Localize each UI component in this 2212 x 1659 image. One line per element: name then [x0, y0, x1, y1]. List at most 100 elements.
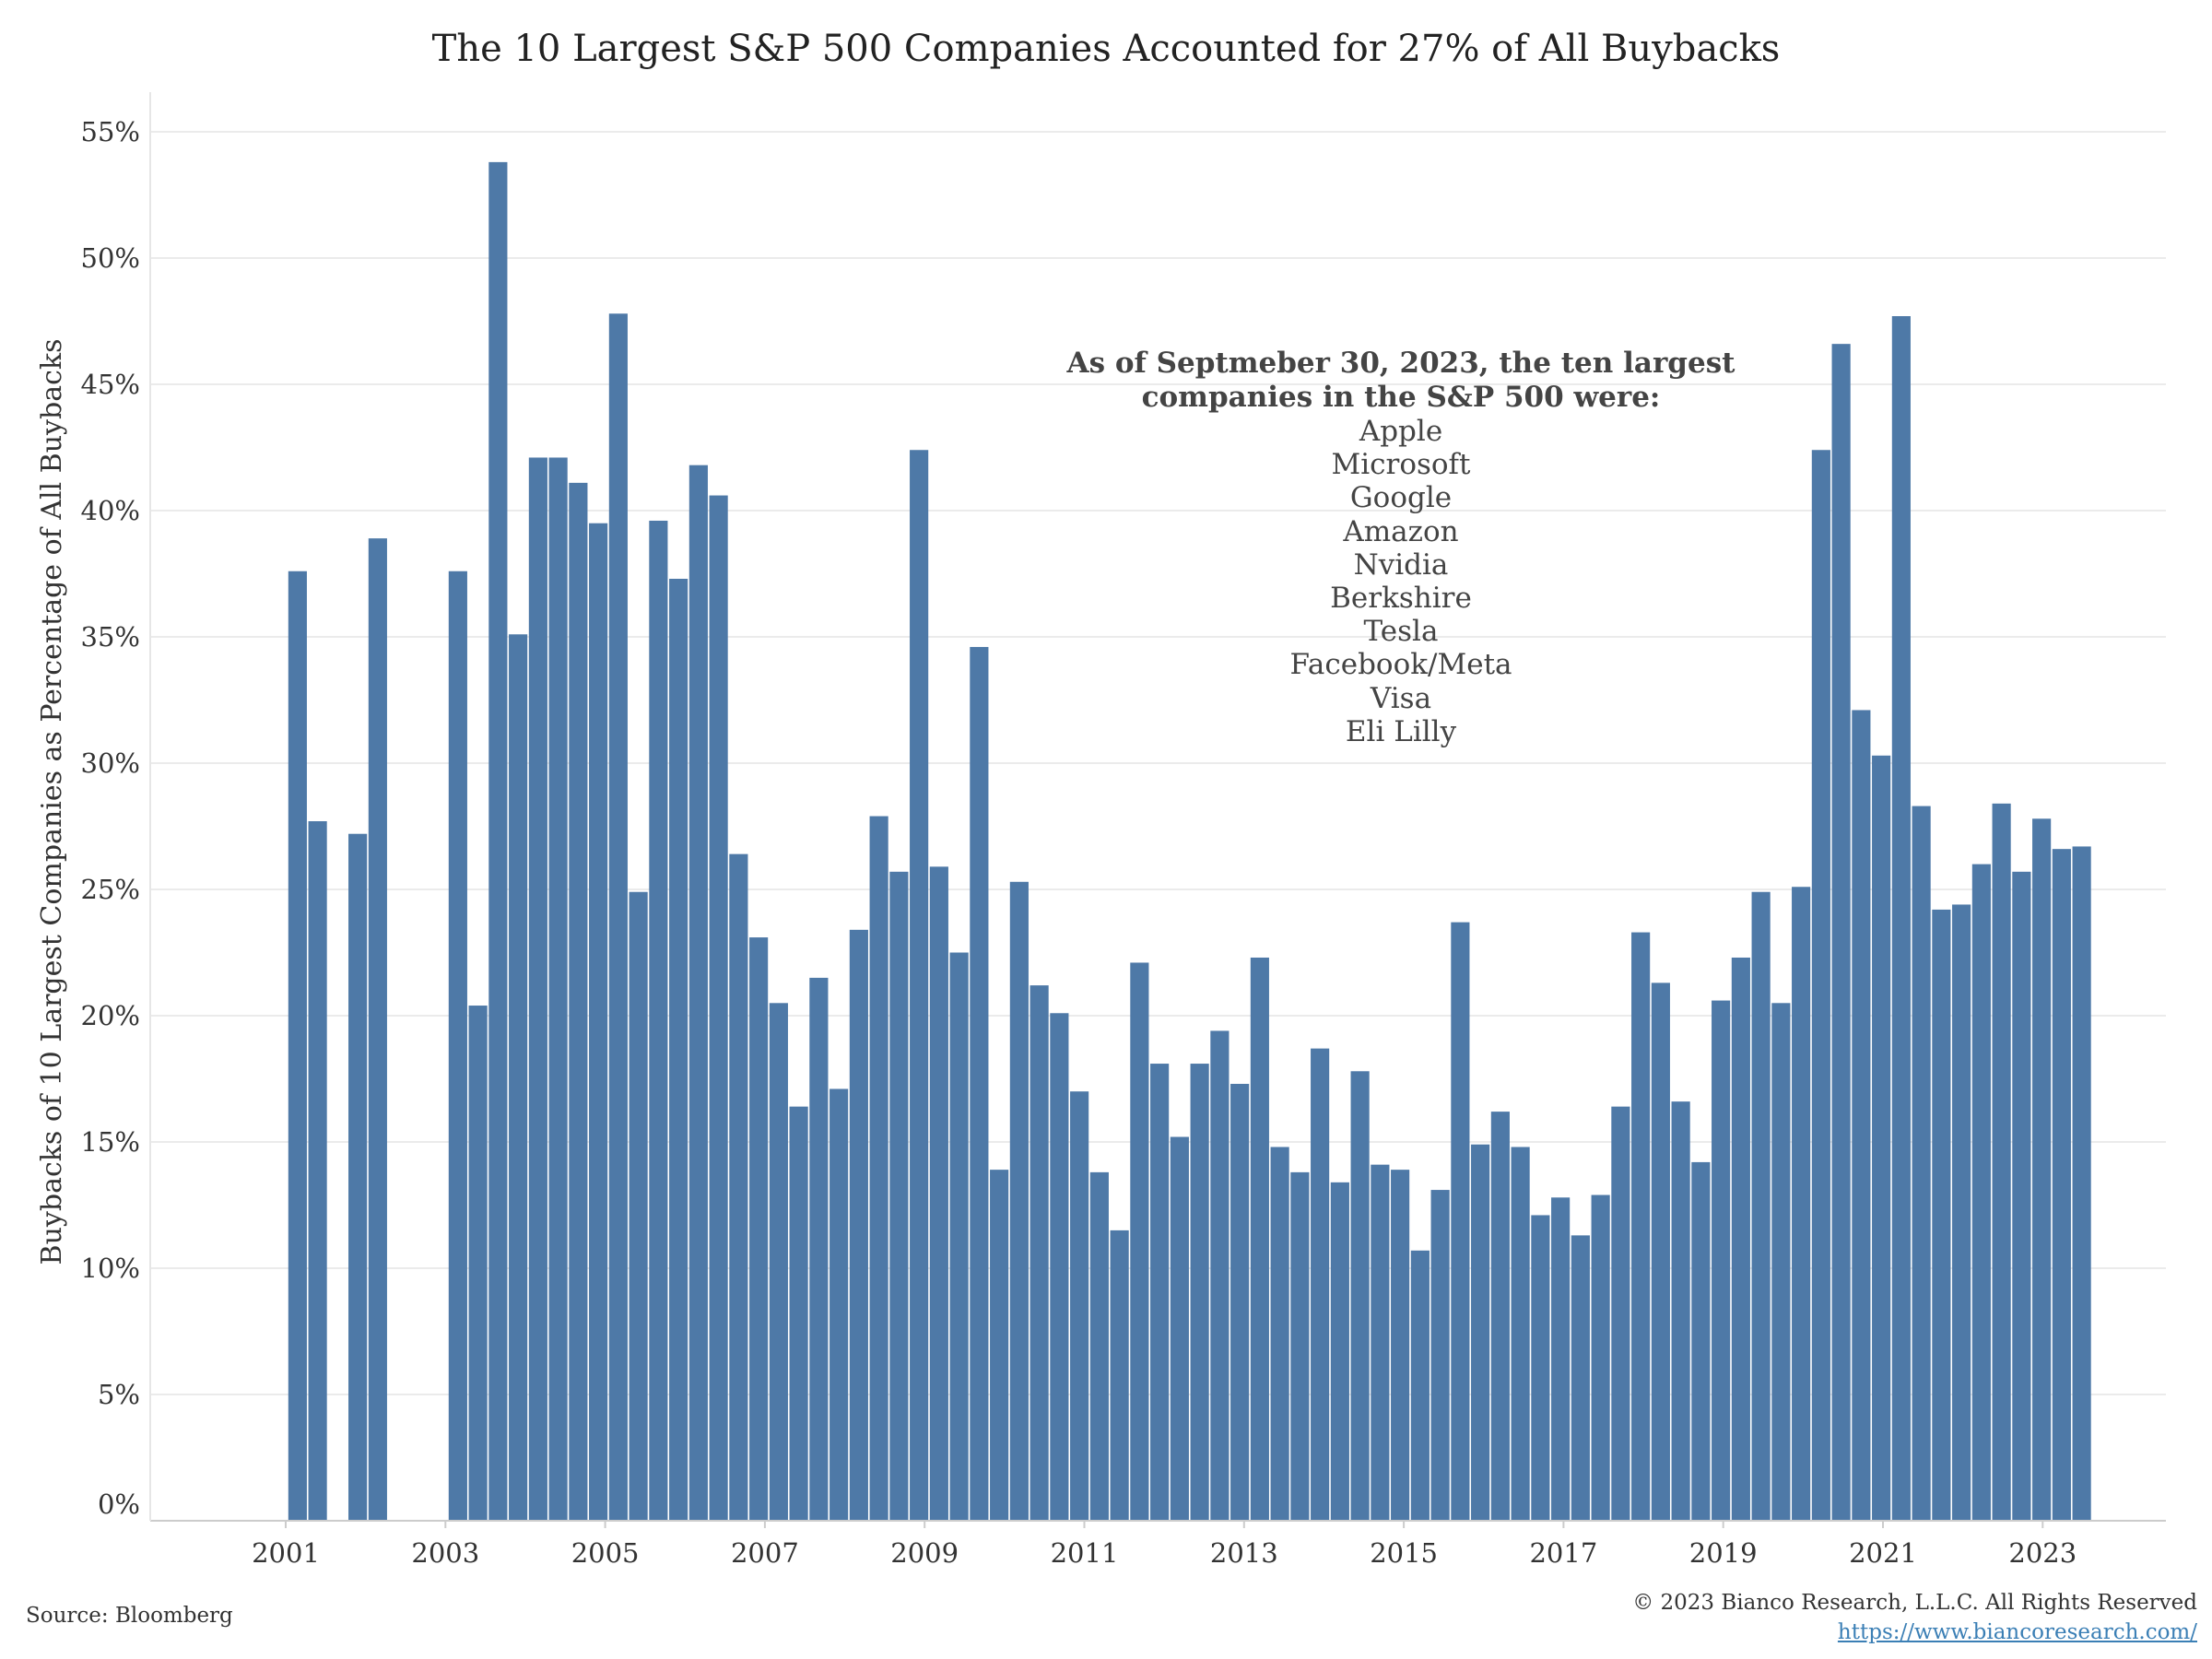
bar	[468, 1006, 488, 1521]
bar	[1852, 710, 1871, 1521]
bar	[288, 571, 307, 1521]
bar	[1591, 1194, 1610, 1521]
bar	[1571, 1235, 1590, 1521]
bar	[709, 495, 728, 1521]
bar	[1410, 1250, 1430, 1521]
bar	[1490, 1112, 1510, 1521]
bar	[1792, 887, 1811, 1521]
bar	[929, 866, 948, 1521]
company-list-item: Amazon	[1343, 514, 1459, 548]
chart-title: The 10 Largest S&P 500 Companies Account…	[431, 28, 1781, 70]
y-axis-label: Buybacks of 10 Largest Companies as Perc…	[36, 339, 68, 1265]
company-list-item: Facebook/Meta	[1289, 648, 1512, 682]
company-list-item: Nvidia	[1353, 547, 1449, 582]
x-tick-label: 2013	[1210, 1537, 1278, 1569]
bar	[1190, 1064, 1209, 1521]
bar	[1731, 957, 1750, 1521]
company-list-item: Google	[1349, 481, 1453, 515]
bars	[288, 161, 2091, 1522]
x-tick-label: 2007	[731, 1537, 799, 1569]
y-tick-label: 40%	[81, 495, 140, 526]
bar	[688, 465, 708, 1522]
bar	[1210, 1030, 1230, 1521]
bar	[1290, 1171, 1310, 1521]
bar	[1070, 1091, 1089, 1521]
x-tick-label: 2003	[411, 1537, 479, 1569]
bar	[608, 313, 628, 1521]
bar	[1751, 891, 1771, 1521]
bar	[1671, 1101, 1690, 1521]
bar	[1691, 1161, 1711, 1521]
bar	[769, 1003, 788, 1521]
bar	[1511, 1147, 1530, 1521]
y-tick-label: 25%	[81, 874, 140, 905]
bar	[1270, 1147, 1289, 1521]
x-tick-label: 2017	[1529, 1537, 1597, 1569]
bar	[368, 538, 387, 1521]
bar	[1050, 1013, 1069, 1521]
bar	[949, 952, 969, 1521]
bar	[889, 871, 909, 1521]
bar	[1992, 803, 2011, 1521]
bar	[1872, 755, 1891, 1521]
bar	[1952, 904, 1971, 1521]
bar	[1230, 1083, 1250, 1521]
x-tick-label: 2023	[2008, 1537, 2077, 1569]
x-tick-label: 2009	[890, 1537, 959, 1569]
bar	[629, 891, 648, 1521]
y-tick-label: 50%	[81, 242, 140, 274]
y-tick-labels: 0% 5% 10% 15% 20% 25% 30% 35% 40% 45% 50% 55%	[81, 116, 140, 1520]
bar	[1831, 344, 1851, 1521]
bar	[1150, 1064, 1170, 1521]
bar	[589, 523, 608, 1522]
bar	[749, 937, 769, 1521]
y-tick-label: 0%	[98, 1488, 140, 1520]
y-tick-label: 5%	[98, 1379, 140, 1410]
y-tick-label: 15%	[81, 1126, 140, 1158]
bar	[990, 1170, 1009, 1521]
annotation-heading: As of Septmeber 30, 2023, the ten larges…	[1066, 347, 1735, 414]
bar	[448, 571, 467, 1521]
company-list-item: Visa	[1370, 681, 1432, 715]
bar	[2072, 846, 2091, 1521]
y-tick-label: 45%	[81, 369, 140, 400]
bar	[488, 161, 508, 1521]
bar	[1651, 982, 1670, 1521]
y-tick-label: 10%	[81, 1253, 140, 1284]
bar	[1030, 985, 1049, 1521]
y-tick-label: 20%	[81, 1000, 140, 1031]
bar	[910, 450, 929, 1521]
bar	[548, 457, 568, 1522]
bar	[1891, 316, 1911, 1521]
bar	[1451, 922, 1470, 1521]
bar	[729, 853, 748, 1521]
company-list-item: Apple	[1359, 415, 1443, 448]
bar	[1391, 1170, 1410, 1521]
bar	[1371, 1164, 1390, 1521]
bar	[1089, 1171, 1109, 1521]
bar	[1971, 864, 1991, 1521]
annotation-box: As of Septmeber 30, 2023, the ten larges…	[1032, 347, 1770, 748]
company-list: Apple Microsoft Google Amazon Nvidia Berkshir…	[1032, 415, 1770, 748]
company-list-item: Berkshire	[1330, 582, 1472, 616]
bar	[809, 977, 829, 1521]
bar	[1811, 450, 1830, 1521]
bar	[308, 821, 327, 1521]
y-tick-label: 35%	[81, 621, 140, 653]
bar	[1130, 962, 1149, 1521]
bar	[1771, 1003, 1791, 1521]
bar	[1330, 1182, 1349, 1521]
company-list-item: Microsoft	[1331, 448, 1471, 482]
bar	[1430, 1190, 1450, 1521]
x-tick-labels: 2001 2003 2005 2007 2009 2011 2013 2015 2017 2019…	[252, 1521, 2077, 1569]
website-link[interactable]: https://www.biancoresearch.com/	[1837, 1620, 2197, 1644]
bar	[1471, 1144, 1490, 1521]
x-tick-label: 2011	[1051, 1537, 1119, 1569]
x-tick-label: 2015	[1370, 1537, 1438, 1569]
bar	[1350, 1071, 1370, 1521]
bar	[649, 520, 668, 1522]
x-tick-label: 2021	[1849, 1537, 1917, 1569]
bar	[1611, 1106, 1630, 1521]
bar	[1009, 881, 1029, 1521]
